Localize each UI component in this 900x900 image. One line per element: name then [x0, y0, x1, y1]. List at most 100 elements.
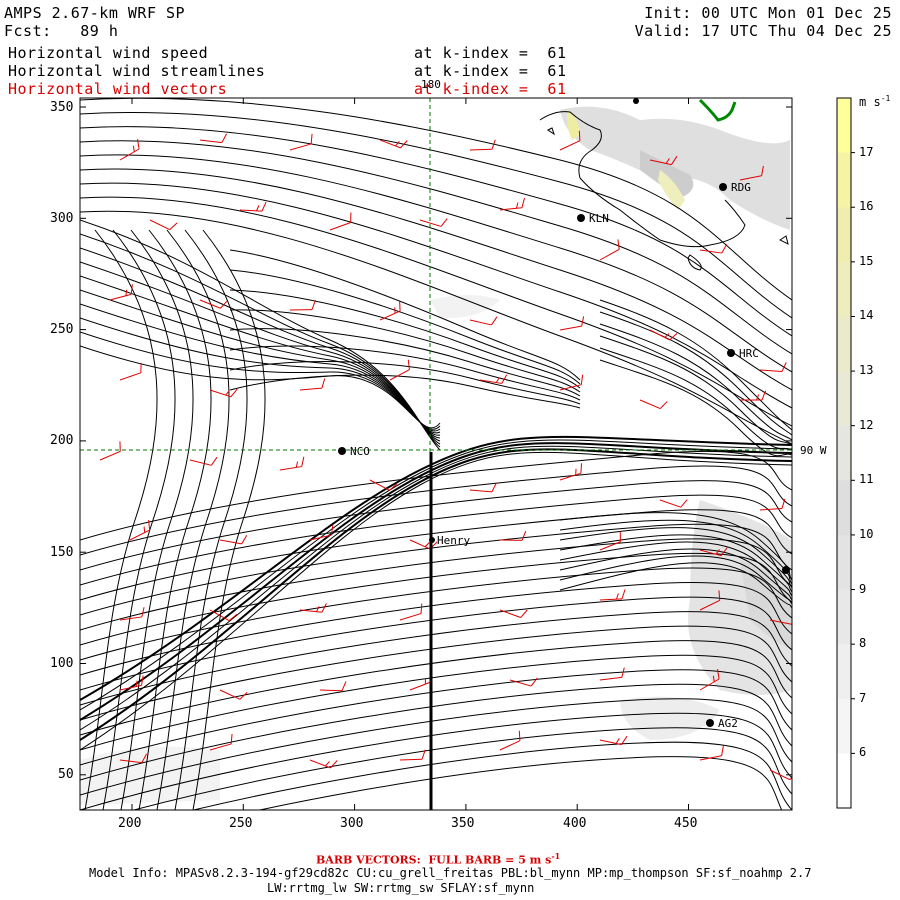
- colorbar-swatch: [837, 316, 851, 372]
- streamline: [156, 229, 230, 810]
- wind-barb-shaft: [699, 755, 722, 761]
- wind-barb-flag: [239, 692, 248, 700]
- wind-barb-flag: [400, 140, 408, 149]
- wind-barb-shaft: [109, 293, 132, 301]
- barb-legend: BARB VECTORS: FULL BARB = 5 m s-1: [316, 851, 561, 867]
- wind-barb-flag: [669, 332, 678, 341]
- colorbar-label: 9: [859, 581, 867, 596]
- wind-barb-shaft: [649, 159, 672, 166]
- field-vectors: Horizontal wind vectors: [8, 80, 228, 98]
- colorbar-label: 16: [859, 199, 874, 214]
- colorbar-label: 14: [859, 308, 874, 323]
- station-label-rdg: RDG: [731, 181, 751, 194]
- wind-barb-half-flag: [665, 158, 670, 164]
- streamline: [80, 712, 792, 810]
- wind-barb-shaft: [419, 219, 442, 227]
- wind-barb-shaft: [559, 384, 582, 391]
- wind-barb-half-flag: [132, 145, 135, 152]
- streamline: [599, 323, 792, 441]
- colorbar-swatch: [837, 425, 851, 481]
- y-tick-300: 300: [50, 211, 74, 226]
- y-tick-150: 150: [50, 545, 74, 560]
- wind-barb-flag: [721, 244, 728, 254]
- wind-barb-flag: [421, 749, 426, 760]
- wind-barb-flag: [420, 603, 423, 614]
- wind-barb-shaft: [329, 222, 351, 231]
- station-dot-nco: [338, 447, 346, 455]
- station-label-ag2: AG2: [718, 717, 738, 730]
- wind-barb-flag: [501, 374, 508, 384]
- field-streamlines-level: at k-index = 61: [414, 62, 567, 80]
- wind-barb-shaft: [699, 599, 720, 611]
- lon-label-180: 180: [421, 78, 441, 91]
- wind-barb-half-flag: [756, 394, 760, 401]
- wind-barb-flag: [521, 197, 525, 208]
- streamline: [80, 210, 792, 445]
- colorbar-label: 15: [859, 253, 874, 268]
- streamline: [80, 669, 792, 766]
- wind-barb-flag: [491, 316, 498, 326]
- station-label-hrc: HRC: [739, 347, 759, 360]
- streamline: [80, 640, 792, 736]
- wind-barb-half-flag: [712, 675, 715, 682]
- wind-barb-shaft: [309, 759, 331, 769]
- wind-barb-flag: [130, 284, 133, 295]
- colorbar-label: 6: [859, 745, 867, 760]
- streamline: [84, 229, 158, 810]
- wind-barb-flag: [761, 390, 767, 401]
- streamline: [80, 435, 792, 701]
- ice-shelf-edge: [698, 98, 737, 122]
- wind-barb-shaft: [199, 299, 221, 309]
- wind-barb-shaft: [509, 679, 532, 687]
- streamline: [80, 523, 792, 616]
- wind-barb-flag: [621, 667, 625, 678]
- station-label-kln: KLN: [589, 212, 609, 225]
- colorbar-swatch: [837, 152, 851, 208]
- streamline: [80, 494, 792, 586]
- station-dot-kln: [577, 214, 585, 222]
- wind-barb-shaft: [759, 369, 782, 373]
- wind-barb-flag: [581, 316, 585, 327]
- streamline: [80, 448, 792, 741]
- streamline: [559, 519, 792, 585]
- streamline: [599, 335, 792, 446]
- wind-barb-half-flag: [256, 205, 260, 212]
- wind-barb-flag: [440, 218, 448, 227]
- streamline: [80, 625, 792, 721]
- wind-barb-shaft: [209, 609, 230, 622]
- wind-barb-shaft: [699, 678, 720, 691]
- streamline: [229, 328, 581, 397]
- streamline: [80, 654, 792, 751]
- wind-barb-half-flag: [125, 289, 128, 296]
- wind-barb-shaft: [699, 549, 722, 557]
- wind-barb-half-flag: [515, 202, 519, 209]
- wind-barb-shaft: [649, 329, 670, 341]
- streamline: [80, 140, 792, 355]
- wind-barb-flag: [617, 239, 620, 250]
- streamline: [559, 562, 792, 609]
- x-tick-450: 450: [674, 816, 698, 831]
- wind-barb-half-flag: [135, 680, 138, 687]
- colorbar-label: 13: [859, 363, 874, 378]
- wind-barb-flag: [721, 745, 724, 756]
- wind-barb-shaft: [559, 140, 581, 151]
- wind-barb-flag: [341, 681, 347, 691]
- model-info-line2: LW:rrtmg_lw SW:rrtmg_sw SFLAY:sf_mynn: [267, 881, 535, 895]
- x-tick-250: 250: [229, 816, 253, 831]
- wind-barb-shaft: [599, 598, 622, 601]
- streamline: [559, 541, 792, 597]
- streamline: [80, 581, 792, 676]
- wind-barb-shaft: [119, 759, 142, 764]
- streamline: [80, 154, 792, 373]
- streamline: [559, 534, 792, 593]
- streamline: [80, 450, 792, 541]
- wind-barb-shaft: [499, 207, 522, 211]
- streamline: [229, 289, 581, 389]
- colorbar-swatch: [837, 98, 851, 154]
- wind-barb-shaft: [499, 740, 521, 751]
- wind-barb-shaft: [399, 758, 423, 761]
- wind-barb-half-flag: [395, 141, 400, 147]
- wind-barb-flag: [580, 463, 582, 474]
- wind-barb-shaft: [659, 499, 681, 508]
- wind-barb-flag: [781, 362, 787, 372]
